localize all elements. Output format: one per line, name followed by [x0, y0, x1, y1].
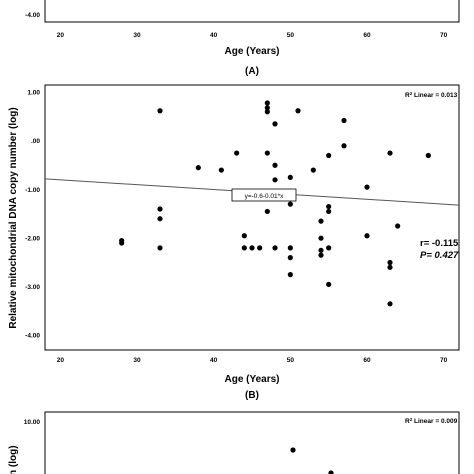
- panel-a-x-tick-label: 40: [210, 32, 218, 39]
- panel-b-point: [264, 150, 270, 156]
- c-r2-suffix: Linear = 0.009: [412, 418, 457, 425]
- panel-b-point: [364, 233, 370, 239]
- panel-b-point: [318, 235, 324, 241]
- panel-a-x-tick-label: 20: [57, 32, 65, 39]
- panel-c-r2-annotation: R2 Linear = 0.009: [405, 417, 458, 425]
- panel-a-x-tick-label: 70: [440, 32, 448, 39]
- panel-b-point: [264, 100, 270, 106]
- panel-b-point: [287, 174, 293, 180]
- panel-b-point: [234, 150, 240, 156]
- panel-b-point: [157, 206, 163, 212]
- panel-b-point: [364, 184, 370, 190]
- panel-a-x-ticks: 20 30 40 50 60 70: [57, 32, 448, 39]
- panel-b-point: [272, 162, 278, 168]
- panel-b-x-tick-label: 40: [210, 357, 218, 364]
- panel-b-point: [318, 247, 324, 253]
- panel-b-point: [272, 121, 278, 127]
- panel-b-x-tick-label: 20: [57, 357, 65, 364]
- panel-b-x-tick-label: 30: [133, 357, 141, 364]
- panel-b-point: [310, 167, 316, 173]
- panel-c-y-axis-label: n (log): [8, 445, 19, 474]
- panel-a-x-axis-label: Age (Years): [224, 46, 279, 57]
- panel-c-point: [290, 447, 296, 453]
- panel-b-point: [272, 245, 278, 251]
- panel-b-y-tick-label: -1.00: [25, 187, 40, 194]
- panel-b-point: [157, 245, 163, 251]
- panel-a-x-tick-label: 30: [133, 32, 141, 39]
- panel-a-x-tick-label: 60: [363, 32, 371, 39]
- panel-b-point: [326, 208, 332, 215]
- panel-b-x-ticks: 20 30 40 50 60 70: [57, 357, 448, 364]
- panel-b-point: [157, 108, 163, 114]
- panel-c: 10.00 R2 Linear = 0.009 n (log): [8, 411, 460, 474]
- panel-b-equation-box: y=-0.6-0.01*x: [231, 188, 297, 202]
- panel-b-point: [218, 167, 224, 173]
- panel-b-point: [195, 165, 201, 171]
- r2-sup: 2: [410, 91, 413, 96]
- panel-c-y-tick-label: 10.00: [24, 419, 41, 426]
- panel-b-point: [318, 252, 324, 258]
- panel-b-x-tick-label: 60: [363, 357, 371, 364]
- panel-b-y-ticks: 1.00 .00 -1.00 -2.00 -3.00 -4.00: [25, 90, 40, 340]
- panel-b-point: [241, 245, 247, 251]
- panel-b-point: [257, 245, 263, 251]
- panel-b-point: [341, 117, 347, 124]
- r2-prefix: R: [405, 92, 410, 99]
- panel-b-point: [287, 272, 293, 278]
- panel-b-point: [287, 201, 293, 207]
- panel-b-points: [119, 100, 431, 307]
- panel-b-point: [387, 264, 393, 270]
- panel-b-point: [326, 203, 332, 210]
- panel-b-point: [272, 177, 278, 183]
- panel-b-point: [387, 150, 393, 156]
- panel-b-point: [326, 152, 332, 159]
- panel-c-point: [328, 470, 334, 474]
- panel-a-y-tick-label: -4.00: [25, 12, 40, 19]
- panel-b-y-tick-label: 1.00: [27, 90, 40, 97]
- panel-b-point: [295, 108, 301, 114]
- panel-b-point: [119, 240, 125, 246]
- panel-b-y-tick-label: -3.00: [25, 284, 40, 291]
- panel-b-y-tick-label: -2.00: [25, 235, 40, 242]
- panel-b-plot-frame: [44, 84, 460, 351]
- panel-b-x-tick-label: 50: [287, 357, 295, 364]
- panel-b-point: [264, 109, 270, 115]
- panel-b-point: [318, 218, 324, 224]
- c-r2-sup: 2: [410, 417, 413, 422]
- panel-b-point: [287, 255, 293, 261]
- panel-b-point: [326, 245, 332, 251]
- panel-b-point: [287, 245, 293, 251]
- panel-b-label: (B): [245, 390, 259, 401]
- panel-a-label: (A): [245, 66, 259, 77]
- panel-a: -4.00 20 30 40 50 60 70 Age (Years) (A): [25, 0, 460, 77]
- panel-a-x-tick-label: 50: [287, 32, 295, 39]
- panel-b-r-value: r= -0.115: [420, 238, 459, 249]
- panel-b-point: [425, 152, 431, 159]
- panel-b-x-tick-label: 70: [440, 357, 448, 364]
- equation-text: y=-0.6-0.01*x: [245, 193, 285, 200]
- panel-b-point: [395, 223, 401, 229]
- r2-suffix: Linear = 0.013: [412, 92, 457, 99]
- panel-b-point: [157, 216, 163, 222]
- panel-b-point: [387, 301, 393, 307]
- panel-b-r2-annotation: R2 Linear = 0.013: [405, 91, 458, 99]
- panel-b: Relative mitochondrial DNA copy number (…: [8, 84, 460, 401]
- panel-b-point: [264, 208, 270, 215]
- panel-c-plot-frame: [44, 411, 460, 474]
- panel-a-plot-frame: [44, 0, 460, 23]
- panel-b-p-value: P= 0.427: [420, 250, 459, 261]
- panel-b-y-tick-label: -4.00: [25, 333, 40, 340]
- panel-b-y-tick-label: .00: [31, 138, 40, 145]
- panel-b-point: [341, 143, 347, 149]
- c-r2-prefix: R: [405, 418, 410, 425]
- equation-box-frame: [231, 188, 297, 202]
- panel-b-point: [264, 105, 270, 111]
- panel-b-y-axis-label: Relative mitochondrial DNA copy number (…: [8, 107, 19, 328]
- panel-b-x-axis-label: Age (Years): [224, 374, 279, 385]
- panel-b-point: [387, 259, 393, 266]
- panel-b-point: [241, 233, 247, 239]
- panel-b-point: [249, 245, 255, 251]
- panel-b-point: [326, 281, 332, 287]
